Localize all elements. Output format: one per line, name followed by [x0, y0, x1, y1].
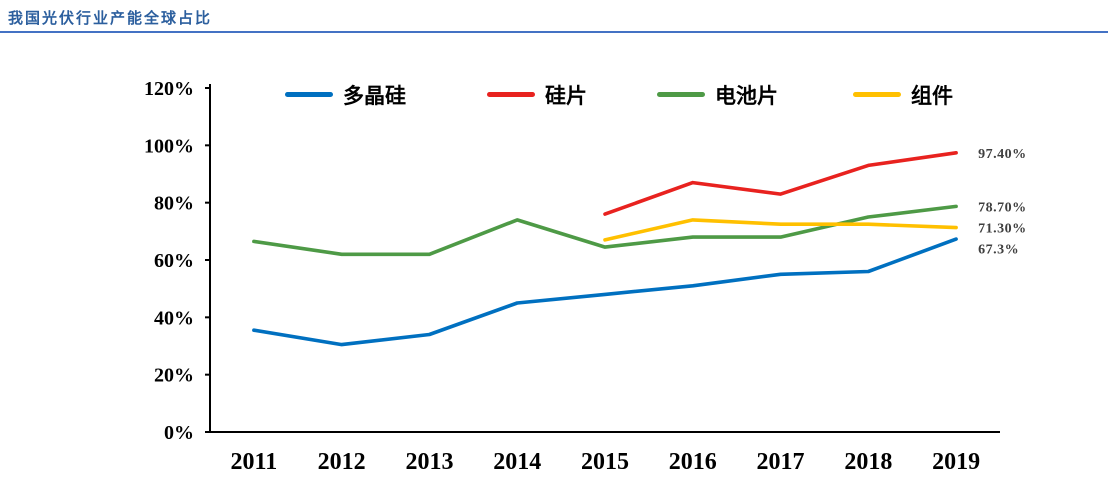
series-end-label-3: 71.30%	[978, 222, 1027, 237]
y-tick-label: 100%	[144, 135, 194, 157]
y-tick-label: 80%	[154, 193, 194, 215]
legend-swatch-2	[657, 92, 705, 97]
series-end-label-1: 97.40%	[978, 147, 1027, 162]
legend-swatch-3	[853, 92, 901, 97]
legend-label-0: 多晶硅	[343, 84, 406, 108]
y-tick-label: 60%	[154, 250, 194, 272]
y-tick-label: 0%	[164, 422, 194, 444]
series-line-3	[603, 218, 958, 242]
title-underline	[0, 31, 1108, 33]
x-tick-label: 2017	[757, 449, 805, 475]
legend-swatch-0	[285, 92, 333, 97]
y-tick-label: 20%	[154, 365, 194, 387]
series-line-0	[252, 237, 958, 347]
legend-swatch-1	[487, 92, 535, 97]
x-tick-label: 2011	[231, 449, 278, 475]
x-tick-label: 2016	[669, 449, 717, 475]
x-tick-label: 2012	[318, 449, 366, 475]
x-tick-label: 2013	[405, 449, 453, 475]
x-tick-label: 2019	[932, 449, 980, 475]
series-line-1	[603, 151, 958, 216]
x-tick-label: 2018	[844, 449, 892, 475]
x-tick-label: 2015	[581, 449, 629, 475]
series-end-label-2: 78.70%	[978, 200, 1027, 215]
legend-label-2: 电池片	[715, 84, 778, 108]
y-tick-label: 120%	[144, 78, 194, 100]
page-title: 我国光伏行业产能全球占比	[8, 11, 213, 27]
legend-label-3: 组件	[911, 84, 953, 108]
legend-label-1: 硅片	[545, 84, 587, 108]
page-header: 我国光伏行业产能全球占比	[0, 0, 1108, 33]
series-end-label-0: 67.3%	[978, 243, 1019, 258]
x-tick-label: 2014	[493, 449, 541, 475]
y-tick-label: 40%	[154, 307, 194, 329]
